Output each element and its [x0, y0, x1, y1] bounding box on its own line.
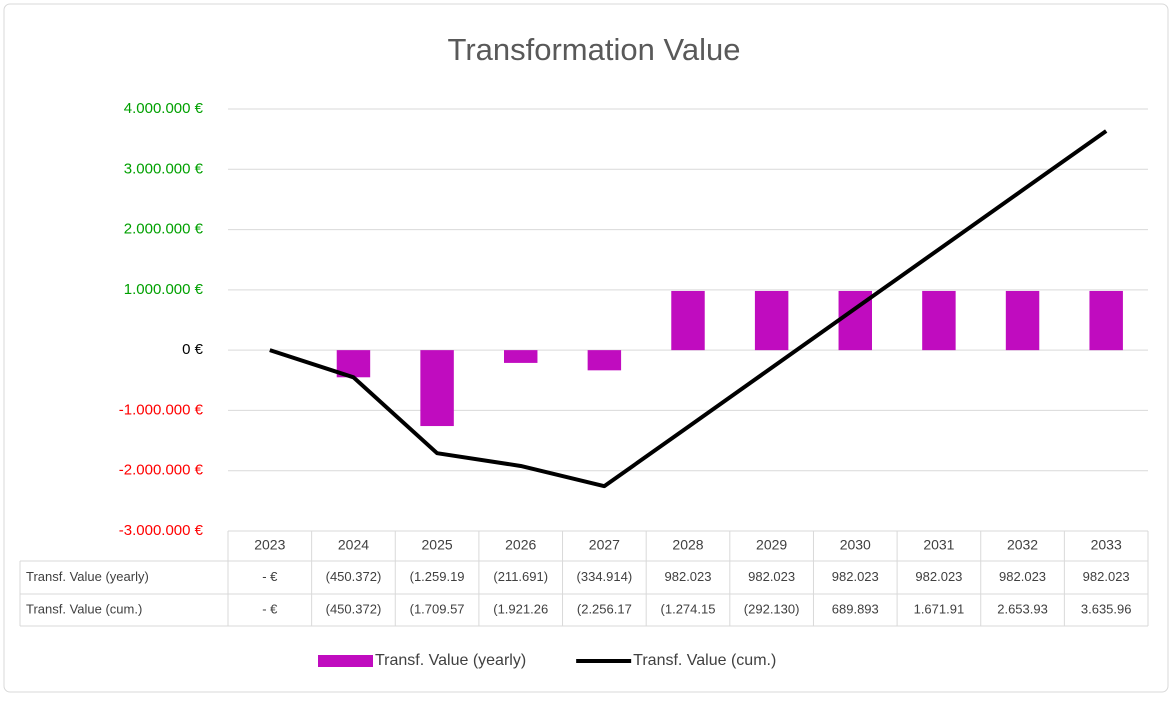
- chart-border: [3, 3, 1169, 693]
- bar: [754, 290, 789, 351]
- y-tick-label: 0 €: [182, 341, 204, 358]
- y-tick-label: 4.000.000 €: [124, 100, 204, 117]
- line: [269, 129, 1108, 489]
- bar: [922, 290, 956, 351]
- table-row-label: Transf. Value (yearly): [26, 569, 149, 584]
- bar: [1089, 290, 1123, 351]
- table-cell: (450.372): [326, 569, 382, 584]
- x-tick-label: 2025: [422, 537, 453, 553]
- table-cell: - €: [262, 569, 278, 584]
- table-cell: - €: [262, 601, 278, 616]
- legend-label: Transf. Value (yearly): [375, 652, 526, 669]
- table-cell: (450.372): [326, 601, 382, 616]
- y-tick-label: -1.000.000 €: [119, 401, 204, 418]
- legend-label: Transf. Value (cum.): [633, 652, 776, 669]
- table-cell: (1.921.26: [493, 601, 548, 616]
- table-cell: (2.256.17: [577, 601, 632, 616]
- table-cell: (1.274.15: [661, 601, 716, 616]
- bar: [587, 350, 622, 371]
- table-cell: (1.259.19: [410, 569, 465, 584]
- table-cell: 982.023: [999, 569, 1046, 584]
- x-tick-label: 2023: [254, 537, 285, 553]
- x-tick-label: 2028: [672, 537, 703, 553]
- table-cell: (211.691): [493, 569, 548, 584]
- table-cell: (334.914): [577, 569, 633, 584]
- table-cell: 1.671.91: [914, 601, 965, 616]
- table-cell: 982.023: [748, 569, 795, 584]
- table-cell: 3.635.96: [1081, 601, 1132, 616]
- bar: [420, 350, 454, 427]
- table-cell: 689.893: [832, 601, 879, 616]
- table-cell: 982.023: [1083, 569, 1130, 584]
- x-tick-label: 2027: [589, 537, 620, 553]
- legend-swatch: [318, 655, 373, 667]
- y-tick-label: -2.000.000 €: [119, 462, 204, 479]
- x-tick-label: 2033: [1091, 537, 1122, 553]
- table-cell: (292.130): [744, 601, 800, 616]
- table-cell: 982.023: [665, 569, 712, 584]
- table-cell: (1.709.57: [410, 601, 465, 616]
- y-tick-label: 3.000.000 €: [124, 160, 204, 177]
- bar: [504, 350, 538, 363]
- x-tick-label: 2032: [1007, 537, 1038, 553]
- chart-title: Transformation Value: [448, 32, 741, 67]
- bar: [671, 290, 705, 351]
- table-cell: 2.653.93: [997, 601, 1048, 616]
- x-tick-label: 2026: [505, 537, 536, 553]
- y-tick-label: 1.000.000 €: [124, 281, 204, 298]
- bar: [1005, 290, 1040, 351]
- y-tick-label: 2.000.000 €: [124, 221, 204, 238]
- x-tick-label: 2031: [923, 537, 954, 553]
- x-tick-label: 2029: [756, 537, 787, 553]
- x-tick-label: 2024: [338, 537, 369, 553]
- x-tick-label: 2030: [840, 537, 871, 553]
- table-cell: 982.023: [832, 569, 879, 584]
- table-cell: 982.023: [915, 569, 962, 584]
- table-row-label: Transf. Value (cum.): [26, 601, 142, 616]
- y-tick-label: -3.000.000 €: [119, 522, 204, 539]
